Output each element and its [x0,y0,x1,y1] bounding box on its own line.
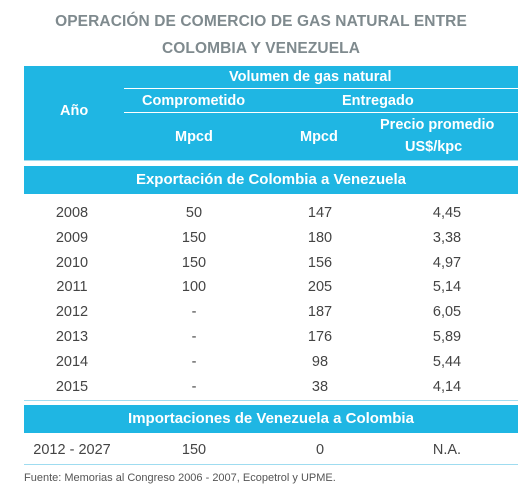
year-cell: 2008 [55,205,89,221]
comprometido-cell: 150 [181,254,207,271]
precio-cell: 5,89 [432,329,462,345]
header-entregado: Entregado [342,93,414,109]
export-section-band: Exportación de Colombia a Venezuela [24,166,518,194]
comprometido-cell: - [191,378,197,395]
year-cell: 2012 [55,304,89,321]
table-row: 2009 150 180 3,38 [24,226,518,251]
import-separator [24,464,518,465]
precio-cell: 6,05 [432,304,462,321]
table-row: 2010 150 156 4,97 [24,251,518,276]
table-row: 2012 - 187 6,05 [24,300,518,325]
header-separator [24,160,518,161]
source-footnote: Fuente: Memorias al Congreso 2006 - 2007… [24,472,336,484]
table-row: 2015 - 38 4,14 [24,375,518,400]
table-row: 2013 - 176 5,89 [24,325,518,350]
export-separator [24,400,518,401]
year-cell: 2013 [55,329,89,345]
year-cell: 2010 [55,254,89,271]
comprometido-cell: - [191,329,197,345]
comprometido-cell: 100 [181,279,207,296]
header-comprometido: Comprometido [142,93,246,109]
header-precio-line1: Precio promedio [380,117,495,133]
entregado-cell: 187 [307,304,333,321]
precio-cell: 4,97 [432,254,462,271]
comprometido-cell: - [191,304,197,321]
import-entregado: 0 [315,442,325,458]
entregado-cell: 147 [307,205,333,221]
entregado-cell: 176 [307,329,333,345]
import-section-band: Importaciones de Venezuela a Colombia [24,405,518,433]
header-rule-sub [124,112,518,113]
entregado-cell: 180 [307,229,333,246]
import-comprometido: 150 [181,442,207,458]
entregado-cell: 205 [307,279,333,296]
header-anio: Año [60,103,89,119]
year-cell: 2009 [55,229,89,246]
entregado-cell: 98 [311,353,329,370]
table-row: 2014 - 98 5,44 [24,350,518,375]
table-header: Año Volumen de gas natural Comprometido … [24,66,518,160]
precio-cell: 4,14 [432,378,462,395]
table-row: 2008 50 147 4,45 [24,201,518,226]
title-line-2: COLOMBIA Y VENEZUELA [161,40,361,57]
table-row: 2011 100 205 5,14 [24,275,518,300]
header-volumen: Volumen de gas natural [229,69,392,85]
import-year: 2012 - 2027 [33,442,111,458]
precio-cell: 5,14 [432,279,462,296]
precio-cell: 5,44 [432,353,462,370]
table-title: OPERACIÓN DE COMERCIO DE GAS NATURAL ENT… [0,8,522,62]
year-cell: 2014 [55,353,89,370]
header-rule-volumen [124,88,518,89]
precio-cell: 4,45 [432,205,462,221]
precio-cell: 3,38 [432,229,462,246]
entregado-cell: 38 [311,378,329,395]
entregado-cell: 156 [307,254,333,271]
comprometido-cell: 50 [185,205,203,221]
import-row: 2012 - 2027 150 0 N.A. [24,438,518,463]
import-precio: N.A. [432,442,462,458]
comprometido-cell: - [191,353,197,370]
header-mpcd-entregado: Mpcd [300,129,338,145]
header-precio-line2: US$/kpc [405,139,463,155]
comprometido-cell: 150 [181,229,207,246]
year-cell: 2011 [56,279,88,296]
header-mpcd-comprometido: Mpcd [175,129,213,145]
title-line-1: OPERACIÓN DE COMERCIO DE GAS NATURAL ENT… [55,13,467,30]
year-cell: 2015 [55,378,89,395]
